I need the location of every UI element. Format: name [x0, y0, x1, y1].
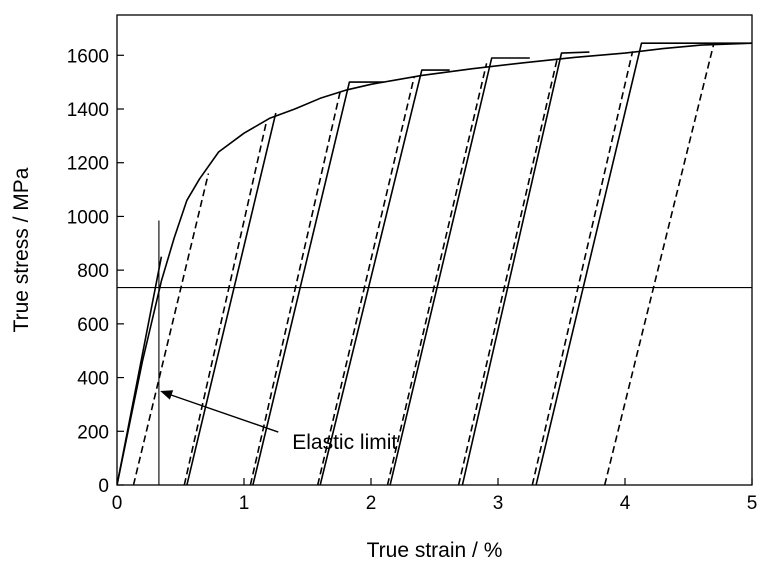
- y-tick-label: 1600: [67, 46, 109, 67]
- y-tick-label: 400: [77, 369, 109, 390]
- unloading-dashed-line-14: [531, 51, 634, 485]
- unloading-dashed-line-15: [603, 43, 715, 485]
- curves-layer: [117, 42, 752, 485]
- y-tick-label: 0: [98, 476, 109, 497]
- y-tick-label: 800: [77, 261, 109, 282]
- stress-strain-line-2: [186, 112, 277, 485]
- y-tick-label: 600: [77, 315, 109, 336]
- unloading-dashed-line-12: [386, 63, 488, 485]
- x-tick-label: 4: [620, 493, 631, 514]
- annotation-elastic-limit: Elastic limit: [292, 431, 397, 454]
- plot-frame: [116, 14, 753, 486]
- stress-strain-line-7: [535, 42, 752, 485]
- annotation-arrow-head: [160, 390, 174, 400]
- y-tick-label: 1400: [67, 100, 109, 121]
- unloading-dashed-line-9: [183, 119, 268, 485]
- annotation-layer: Elastic limit: [160, 390, 397, 454]
- annotation-arrow-line: [167, 393, 279, 433]
- stress-strain-line-6: [461, 51, 590, 485]
- stress-strain-line-1: [117, 256, 163, 485]
- stress-strain-line-4: [319, 69, 450, 485]
- stress-strain-line-3: [252, 81, 384, 485]
- x-axis-label: True strain / %: [367, 539, 503, 562]
- x-tick-label: 0: [112, 493, 123, 514]
- x-tick-label: 1: [239, 493, 250, 514]
- ticks-layer: 0 1 2 3 4 5 0 200 400 600 800 1000 1200 1400 1600: [67, 46, 758, 514]
- unloading-dashed-line-11: [316, 76, 415, 485]
- reference-lines-layer: [117, 220, 752, 485]
- y-tick-label: 1200: [67, 154, 109, 175]
- x-tick-label: 2: [366, 493, 377, 514]
- x-tick-label: 3: [493, 493, 504, 514]
- unloading-dashed-line-13: [457, 56, 559, 485]
- y-tick-label: 1000: [67, 207, 109, 228]
- x-tick-label: 5: [747, 493, 758, 514]
- stress-strain-line-0: [117, 42, 752, 485]
- unloading-dashed-line-8: [132, 173, 210, 485]
- y-tick-label: 200: [77, 422, 109, 443]
- y-axis-label: True stress / MPa: [10, 167, 33, 332]
- stress-strain-line-5: [389, 57, 530, 485]
